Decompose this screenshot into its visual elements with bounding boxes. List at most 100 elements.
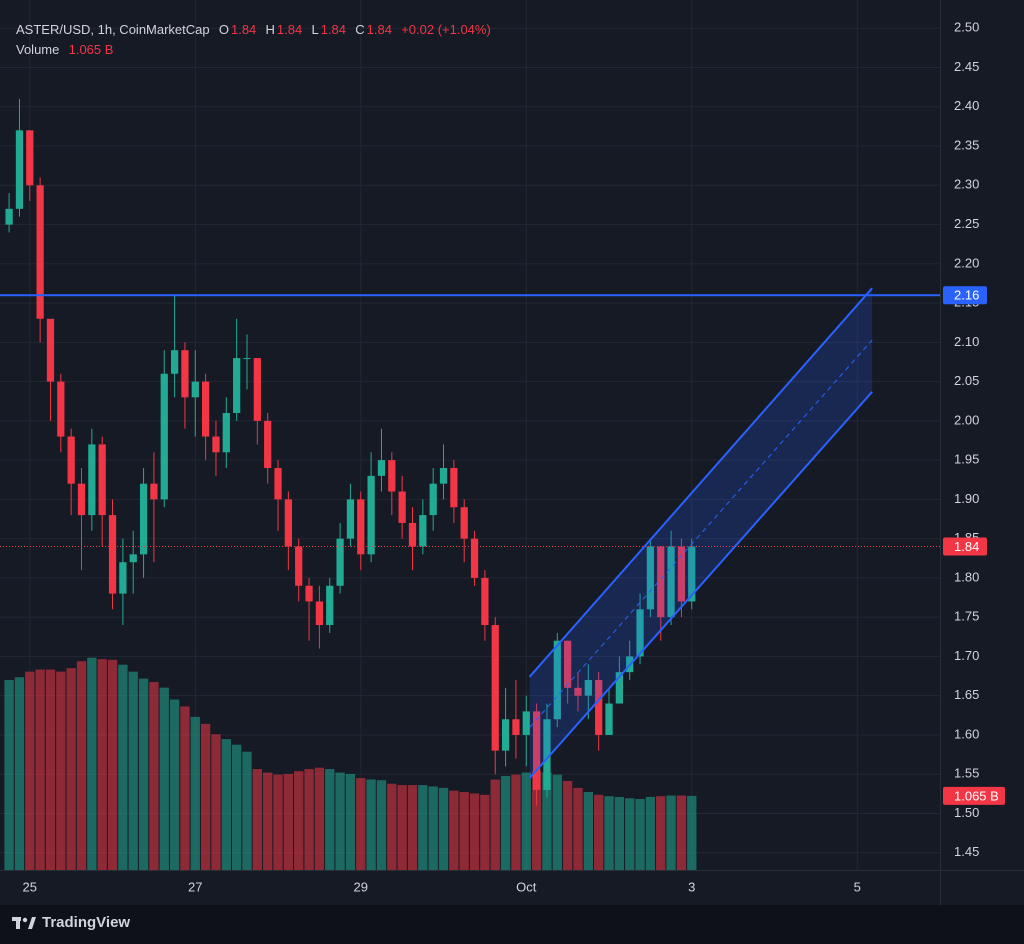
- candle-body: [522, 711, 530, 735]
- volume-bar: [14, 677, 25, 870]
- volume-bar: [645, 796, 656, 870]
- candle-body: [326, 585, 334, 626]
- candle-body: [191, 381, 199, 398]
- volume-bar: [511, 774, 521, 870]
- volume-bar: [500, 776, 511, 870]
- channel-lower: [528, 391, 873, 779]
- candle-body: [222, 413, 230, 453]
- volume-bar: [480, 794, 490, 870]
- symbol-row: ASTER/USD, 1h, CoinMarketCap O 1.84 H 1.84…: [16, 20, 493, 40]
- candle-body: [336, 538, 344, 586]
- channel-upper: [528, 287, 873, 678]
- volume-bar: [438, 787, 449, 870]
- candle-body: [26, 130, 34, 186]
- candle-body: [605, 703, 613, 735]
- x-tick-label: Oct: [516, 879, 537, 894]
- candle-body: [5, 208, 13, 225]
- candle-body: [88, 444, 96, 516]
- x-tick-label: 27: [188, 879, 202, 894]
- volume-bar: [252, 769, 263, 870]
- volume-bar: [128, 671, 138, 870]
- volume-bar: [107, 659, 118, 870]
- volume-bar: [211, 734, 221, 870]
- candle-body: [202, 381, 210, 437]
- change: +0.02 (+1.04%): [401, 22, 491, 37]
- volume-bar: [428, 786, 438, 870]
- volume-bar: [304, 769, 314, 870]
- time-axis-bg: [0, 870, 1024, 905]
- level-label: 2.16: [954, 288, 979, 303]
- candle-body: [15, 130, 24, 209]
- candle-body: [253, 358, 261, 421]
- candle-body: [139, 483, 148, 555]
- symbol: ASTER/USD, 1h, CoinMarketCap: [16, 22, 210, 37]
- volume-bar: [635, 799, 645, 870]
- volume-bar: [687, 795, 697, 870]
- candle-body: [36, 185, 44, 319]
- candle-body: [315, 601, 324, 626]
- volume-bar: [345, 773, 356, 870]
- candle-body: [677, 546, 686, 602]
- volume-bar: [263, 772, 273, 870]
- volume-bar: [625, 798, 635, 870]
- candle-body: [284, 499, 292, 547]
- logo: [12, 916, 36, 929]
- candle-body: [615, 672, 623, 704]
- volume-bar: [4, 679, 14, 870]
- y-tick-label: 1.50: [954, 805, 979, 820]
- volume-bar: [604, 796, 614, 870]
- volume-bar: [552, 774, 562, 870]
- volume-bar: [666, 795, 676, 870]
- volume-bar: [180, 706, 190, 870]
- y-tick-label: 1.55: [954, 766, 979, 781]
- volume-bar: [169, 699, 180, 870]
- y-tick-label: 1.75: [954, 609, 979, 624]
- price-axis-bg: [940, 0, 1024, 870]
- y-tick-label: 2.10: [954, 334, 979, 349]
- volume-bar: [190, 716, 200, 870]
- candle-body: [264, 420, 272, 468]
- candle-body: [460, 507, 468, 539]
- volume-bar: [376, 780, 387, 870]
- volume-bar: [149, 682, 159, 870]
- candle-body: [388, 460, 396, 492]
- volume-bar: [356, 778, 366, 870]
- candle-body: [181, 350, 189, 398]
- candle-body: [512, 719, 520, 735]
- volume-bar: [542, 772, 552, 870]
- candle-body: [491, 625, 499, 751]
- candle-body: [243, 358, 251, 360]
- volume-bar: [76, 661, 87, 870]
- volume-label: 1.065 B: [954, 788, 999, 803]
- volume-bar: [562, 780, 573, 870]
- candle-body: [108, 515, 117, 594]
- y-tick-label: 2.35: [954, 137, 979, 152]
- candle-body: [129, 554, 137, 563]
- volume-bar: [397, 785, 407, 870]
- candle-body: [667, 546, 675, 618]
- volume-bar: [449, 790, 459, 870]
- candle-body: [553, 640, 561, 720]
- volume-bar: [583, 792, 593, 870]
- volume-bar: [118, 664, 128, 870]
- volume-bar: [387, 783, 397, 870]
- volume-bar: [231, 744, 242, 870]
- candle-body: [150, 483, 158, 500]
- candle-body: [305, 585, 313, 602]
- ohlc-value: 1.84: [230, 22, 257, 37]
- candle-body: [295, 546, 303, 586]
- candle-body: [46, 318, 55, 382]
- candle-body: [584, 679, 592, 696]
- footer: TradingView: [12, 914, 130, 931]
- candle-body: [346, 499, 355, 539]
- volume-bar: [531, 771, 542, 870]
- candle-body: [419, 515, 427, 547]
- volume-bar: [97, 659, 107, 870]
- volume-bar: [283, 773, 294, 870]
- ohlc-value: 1.84: [366, 22, 392, 37]
- ohlc-value: 1.84: [276, 22, 303, 37]
- candle-body: [119, 562, 127, 594]
- volume-bar: [573, 787, 583, 870]
